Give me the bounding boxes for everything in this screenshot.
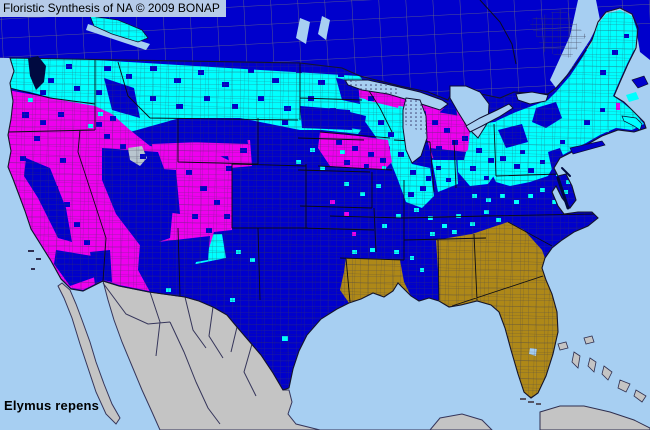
title-band: Floristic Synthesis of NA © 2009 BONAP — [0, 0, 226, 17]
species-name-label: Elymus repens — [4, 398, 100, 413]
lake-winnipeg — [296, 18, 310, 44]
cuba — [539, 405, 650, 430]
georgia-strait — [86, 24, 150, 50]
nova-scotia-islet — [626, 92, 639, 102]
cape-cod — [621, 115, 643, 131]
channel-islands — [28, 250, 41, 270]
great-lakes — [344, 79, 549, 164]
lake-superior-stipple — [345, 80, 400, 94]
bahamas-islands — [557, 335, 647, 403]
chesapeake-bay — [556, 176, 570, 210]
ontario-quebec-border — [479, 0, 517, 65]
us-outline — [7, 7, 647, 399]
baja-california — [57, 282, 121, 425]
lake-michigan-stipple — [403, 98, 426, 134]
puget-sound — [28, 56, 46, 90]
delaware-bay — [561, 167, 571, 177]
lake-erie — [465, 103, 514, 133]
lake-winnipegosis — [318, 16, 330, 40]
mexico-region — [57, 280, 650, 430]
coastal-details — [28, 56, 649, 405]
nova-scotia — [631, 75, 649, 89]
lake-ontario — [515, 91, 549, 105]
long-island — [569, 140, 606, 155]
florida-keys — [520, 398, 541, 405]
map-title: Floristic Synthesis of NA © 2009 BONAP — [3, 1, 220, 15]
new-brunswick — [636, 26, 650, 60]
